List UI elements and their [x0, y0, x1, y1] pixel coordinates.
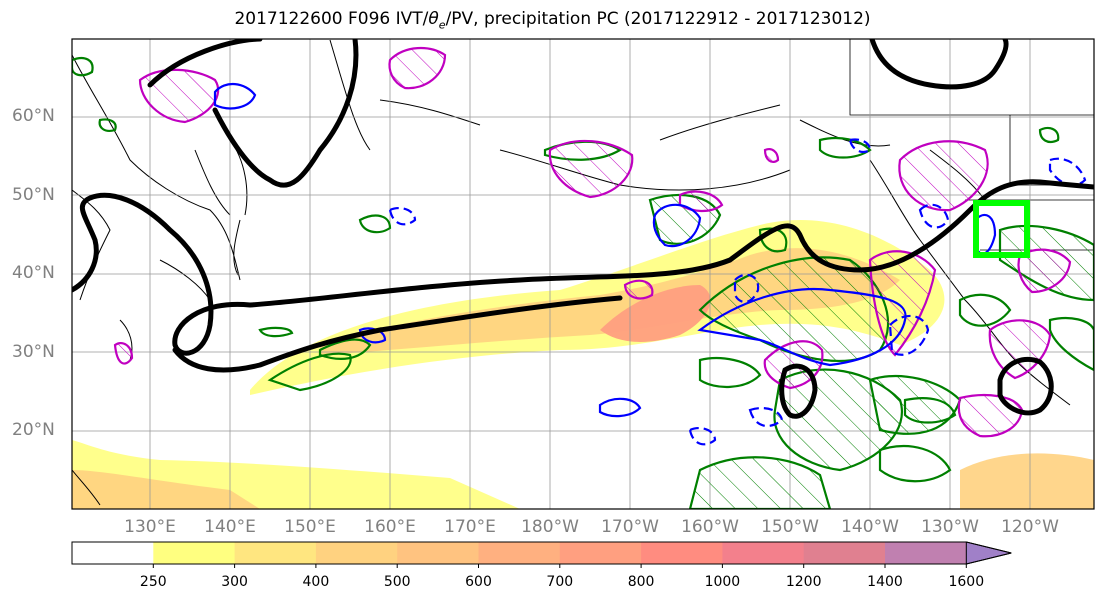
precip-negative-contours	[113, 46, 1072, 438]
lon-label-130w: 130°W	[921, 517, 979, 537]
colorbar-tick-label: 600	[465, 574, 492, 590]
colorbar-segment	[153, 542, 236, 564]
colorbar-segment	[559, 542, 642, 564]
colorbar-tick-label: 1600	[948, 574, 985, 590]
lon-label-120w: 120°W	[1001, 517, 1059, 537]
lat-label-50n: 50°N	[12, 185, 55, 205]
colorbar-tick-label: 800	[627, 574, 655, 590]
colorbar-segment	[397, 542, 479, 564]
theta-e-contours	[72, 39, 1094, 419]
lon-label-170w: 170°W	[601, 517, 659, 537]
lon-label-160e: 160°E	[364, 517, 416, 537]
map-title: 2017122600 F096 IVT/θe/PV, precipitation…	[234, 9, 871, 32]
lon-label-130e: 130°E	[124, 517, 176, 537]
lon-label-140e: 140°E	[204, 517, 256, 537]
precip-positive-contours	[72, 56, 1094, 509]
colorbar-tick-label: 250	[139, 574, 167, 590]
lon-label-170e: 170°E	[444, 517, 496, 537]
colorbar-segment	[722, 542, 805, 564]
colorbar-outline	[71, 541, 1012, 565]
colorbar-segment	[803, 542, 886, 564]
lon-label-160w: 160°W	[681, 517, 739, 537]
colorbar-tick-label: 1000	[704, 574, 741, 590]
gridlines	[72, 39, 1094, 509]
colorbar-segment	[234, 542, 317, 564]
lat-label-20n: 20°N	[12, 420, 55, 440]
lat-label-60n: 60°N	[12, 106, 55, 126]
lon-label-150e: 150°E	[284, 517, 336, 537]
colorbar-tick-label: 1200	[785, 574, 822, 590]
colorbar-segment	[478, 542, 561, 564]
colorbar-tick-label: 500	[383, 574, 411, 590]
colorbar-segment	[641, 542, 723, 564]
lat-label-30n: 30°N	[12, 342, 55, 362]
colorbar	[71, 541, 1012, 568]
lon-label-150w: 150°W	[761, 517, 819, 537]
map-frame	[71, 38, 1095, 510]
colorbar-tick-label: 700	[546, 574, 574, 590]
colorbar-segment-below	[72, 542, 154, 564]
colorbar-segment	[885, 542, 967, 564]
colorbar-segment	[315, 542, 398, 564]
ivt-tropics-east	[960, 453, 1094, 509]
lon-label-180w: 180°W	[521, 517, 579, 537]
lat-label-40n: 40°N	[12, 263, 55, 283]
ivt-core-700	[600, 285, 711, 342]
lon-label-140w: 140°W	[841, 517, 899, 537]
ivt-tropics-west-strong	[72, 470, 260, 509]
colorbar-extend-arrow	[965, 541, 1012, 565]
colorbar-tick-label: 400	[302, 574, 330, 590]
highlight-box	[973, 200, 1030, 258]
colorbar-tick-label: 1400	[867, 574, 903, 590]
colorbar-tick-label: 300	[221, 574, 248, 590]
ivt-shading	[72, 220, 1094, 509]
